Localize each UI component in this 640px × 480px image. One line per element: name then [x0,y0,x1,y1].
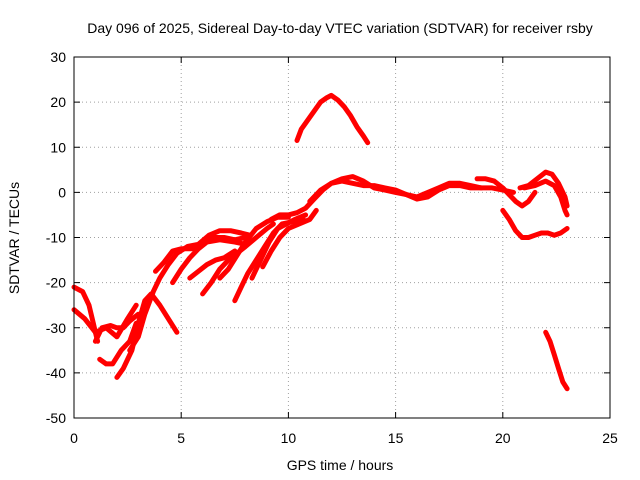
series-line-trace-13 [249,212,309,281]
series-line-trace-22 [543,329,570,392]
y-tick-label: -30 [46,320,66,336]
y-tick-label: -20 [46,275,66,291]
series-line-trace-17 [294,92,371,146]
y-axis-label: SDTVAR / TECUs [6,182,22,294]
y-tick-label: 10 [50,139,66,155]
data-series [71,92,570,392]
axis-ticks: 0 5 10 15 20 25 -50 -40 -30 -20 -10 0 10 20 30 [46,49,618,446]
series-line-trace-18 [474,176,538,209]
y-tick-label: -50 [46,410,66,426]
series-line-trace-9 [187,248,238,281]
y-tick-label: 0 [58,184,66,200]
x-tick-label: 5 [177,430,185,446]
y-tick-label: -40 [46,365,66,381]
x-tick-label: 15 [388,430,404,446]
y-tick-label: 20 [50,94,66,110]
series-line-trace-5 [114,291,180,380]
series-line-trace-21 [521,178,570,218]
series-line-trace-16 [307,174,484,204]
series-line-trace-14 [260,207,319,270]
series-line-trace-19 [500,207,570,240]
y-tick-label: -10 [46,230,66,246]
x-tick-label: 20 [495,430,511,446]
x-axis-label: GPS time / hours [287,457,394,473]
x-tick-label: 10 [281,430,297,446]
y-tick-label: 30 [50,49,66,65]
x-tick-label: 25 [602,430,618,446]
series-line-trace-3 [92,311,141,344]
series-line-trace-8 [170,237,248,286]
series-line-trace-4 [97,320,139,367]
chart-title: Day 096 of 2025, Sidereal Day-to-day VTE… [87,20,593,36]
x-tick-label: 0 [70,430,78,446]
